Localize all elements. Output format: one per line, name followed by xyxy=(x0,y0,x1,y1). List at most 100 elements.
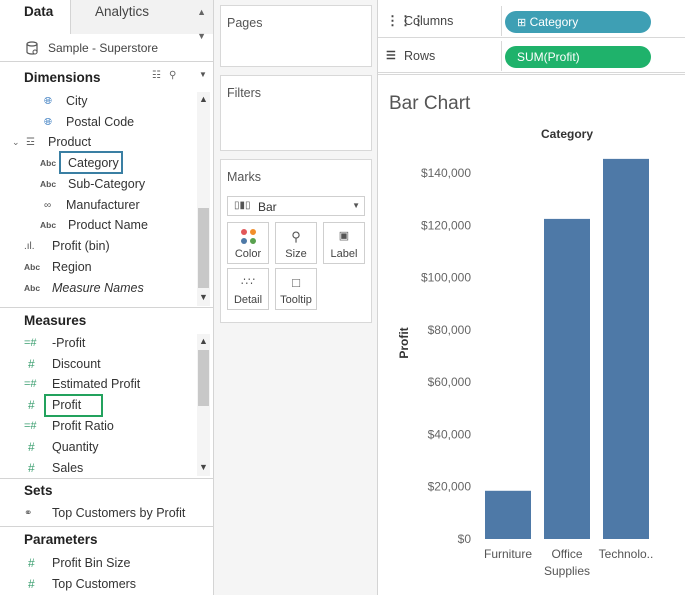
field-discount[interactable]: # Discount xyxy=(24,354,101,374)
detail-dots-icon: ∴∵ xyxy=(241,276,255,288)
field-label: Category xyxy=(68,156,119,170)
tab-analytics[interactable]: Analytics ▲ ▼ xyxy=(70,0,213,41)
hash-icon: # xyxy=(28,357,35,371)
grid-view-icon[interactable]: ☷ xyxy=(152,70,161,81)
scroll-up-icon[interactable]: ▲ xyxy=(199,94,208,104)
tab-data[interactable]: Data xyxy=(0,0,70,34)
field-manufacturer[interactable]: ∞ Manufacturer xyxy=(44,195,140,215)
abc-icon: Abc xyxy=(40,158,57,168)
datasource-name: Sample - Superstore xyxy=(48,41,159,55)
rows-label: Rows xyxy=(404,49,436,63)
color-button[interactable]: Color xyxy=(227,222,269,264)
field-region[interactable]: Abc Region xyxy=(24,257,92,277)
measures-scroll-thumb[interactable] xyxy=(198,350,209,406)
dimensions-menu-icon[interactable]: ▼ xyxy=(199,70,207,79)
field-label: Measure Names xyxy=(52,281,144,295)
paperclip-icon: ∞ xyxy=(44,199,52,211)
bar-1[interactable] xyxy=(485,490,531,539)
dropdown-arrow-icon: ▼ xyxy=(352,201,360,210)
field-estimated-profit[interactable]: =# Estimated Profit xyxy=(24,374,140,394)
field-sub-category[interactable]: Abc Sub-Category xyxy=(40,174,145,194)
y-tick-label: $60,000 xyxy=(428,375,472,389)
text-label-icon: ▣ xyxy=(338,230,350,242)
parameters-header: Parameters xyxy=(24,532,98,547)
label-button-label: Label xyxy=(330,248,358,260)
divider xyxy=(0,478,213,479)
param-profit-bin-size[interactable]: # Profit Bin Size xyxy=(24,553,131,573)
abc-icon: Abc xyxy=(40,220,57,230)
tab-analytics-label: Analytics xyxy=(95,4,150,19)
field-profit-ratio[interactable]: =# Profit Ratio xyxy=(24,416,114,436)
chevron-down-icon[interactable]: ⌄ xyxy=(12,136,20,147)
datasource-row[interactable]: Sample - Superstore xyxy=(0,34,213,62)
size-button[interactable]: ⚲ Size xyxy=(275,222,317,264)
field-label: Quantity xyxy=(52,440,99,454)
divider xyxy=(0,526,213,527)
set-top-customers-by-profit[interactable]: ⚭ Top Customers by Profit xyxy=(24,503,185,523)
field-product[interactable]: ⌄ ☲ Product xyxy=(12,132,91,152)
scroll-down-icon[interactable]: ▼ xyxy=(199,462,208,472)
field-measure-names[interactable]: Abc Measure Names xyxy=(24,278,144,298)
abc-icon: Abc xyxy=(24,283,41,293)
columns-label: Columns xyxy=(404,14,454,28)
bar-mark-icon: ▯▮▯ xyxy=(234,200,251,211)
hash-icon: # xyxy=(28,577,35,591)
field-label: Sales xyxy=(52,461,84,475)
field-label: Profit Ratio xyxy=(52,419,114,433)
field-quantity[interactable]: # Quantity xyxy=(24,437,99,457)
scroll-down-icon[interactable]: ▼ xyxy=(199,292,208,302)
field-city[interactable]: 🌐︎ City xyxy=(44,91,88,111)
sum-profit-pill[interactable]: SUM(Profit) xyxy=(505,46,651,68)
field-label: Top Customers by Profit xyxy=(52,506,186,520)
tooltip-button[interactable]: □ Tooltip xyxy=(275,268,317,310)
x-tick-label: Furniture xyxy=(484,547,532,561)
size-icon: ⚲ xyxy=(291,229,301,244)
hash-icon: # xyxy=(28,398,35,412)
filters-card[interactable]: Filters xyxy=(220,75,372,151)
marks-card-title: Marks xyxy=(227,170,262,184)
hierarchy-icon: ☲ xyxy=(26,136,35,148)
database-icon xyxy=(26,41,38,55)
hash-calc-icon: =# xyxy=(24,420,37,432)
profit-highlight-box xyxy=(44,394,103,417)
tab-menu-arrow-icon[interactable]: ▲ ▼ xyxy=(197,7,206,41)
category-highlight-box xyxy=(59,151,123,174)
dimensions-header: Dimensions xyxy=(24,70,101,85)
hash-calc-icon: =# xyxy=(24,337,37,349)
filters-card-title: Filters xyxy=(227,86,262,100)
y-tick-label: $80,000 xyxy=(428,323,472,337)
abc-icon: Abc xyxy=(24,262,41,272)
bars xyxy=(485,158,649,539)
x-tick-label: Technolo.. xyxy=(599,547,654,561)
category-pill[interactable]: ⊞ Category xyxy=(505,11,651,33)
bar-2[interactable] xyxy=(544,218,590,539)
dimensions-scroll-thumb[interactable] xyxy=(198,208,209,288)
param-top-customers[interactable]: # Top Customers xyxy=(24,574,136,594)
field-sales[interactable]: # Sales xyxy=(24,458,83,478)
field-label: Estimated Profit xyxy=(52,377,141,391)
field-neg-profit[interactable]: =# -Profit xyxy=(24,333,85,353)
field-product-name[interactable]: Abc Product Name xyxy=(40,215,148,235)
field-profit-bin[interactable]: .ıl. Profit (bin) xyxy=(24,236,110,256)
marks-card: Marks ▯▮▯ Bar ▼ Color ⚲ Size ▣ Label ∴∵ … xyxy=(220,159,372,323)
field-category[interactable]: Abc Category xyxy=(40,153,119,173)
field-profit[interactable]: # Profit xyxy=(24,395,81,415)
detail-button[interactable]: ∴∵ Detail xyxy=(227,268,269,310)
pages-card[interactable]: Pages xyxy=(220,5,372,67)
label-button[interactable]: ▣ Label xyxy=(323,222,365,264)
chart-title: Bar Chart xyxy=(389,93,471,114)
scroll-up-icon[interactable]: ▲ xyxy=(199,336,208,346)
columns-shelf-label: ⋮⋮⋮ Columns xyxy=(378,6,502,36)
search-icon[interactable]: ⚲ xyxy=(168,70,177,81)
mark-type-dropdown[interactable]: ▯▮▯ Bar ▼ xyxy=(227,196,365,216)
globe-icon: 🌐︎ xyxy=(44,95,52,107)
y-tick-label: $0 xyxy=(458,532,472,546)
abc-icon: Abc xyxy=(40,179,57,189)
cards-pane: Pages Filters Marks ▯▮▯ Bar ▼ Color ⚲ Si… xyxy=(214,0,378,595)
bar-3[interactable] xyxy=(603,158,649,539)
bar-chart: Bar Chart Category Profit $0 $20,000 $40,0… xyxy=(389,93,654,578)
pages-card-title: Pages xyxy=(227,16,263,30)
set-icon: ⚭ xyxy=(24,507,33,519)
field-postal-code[interactable]: 🌐︎ Postal Code xyxy=(44,112,134,132)
color-button-label: Color xyxy=(234,248,262,260)
